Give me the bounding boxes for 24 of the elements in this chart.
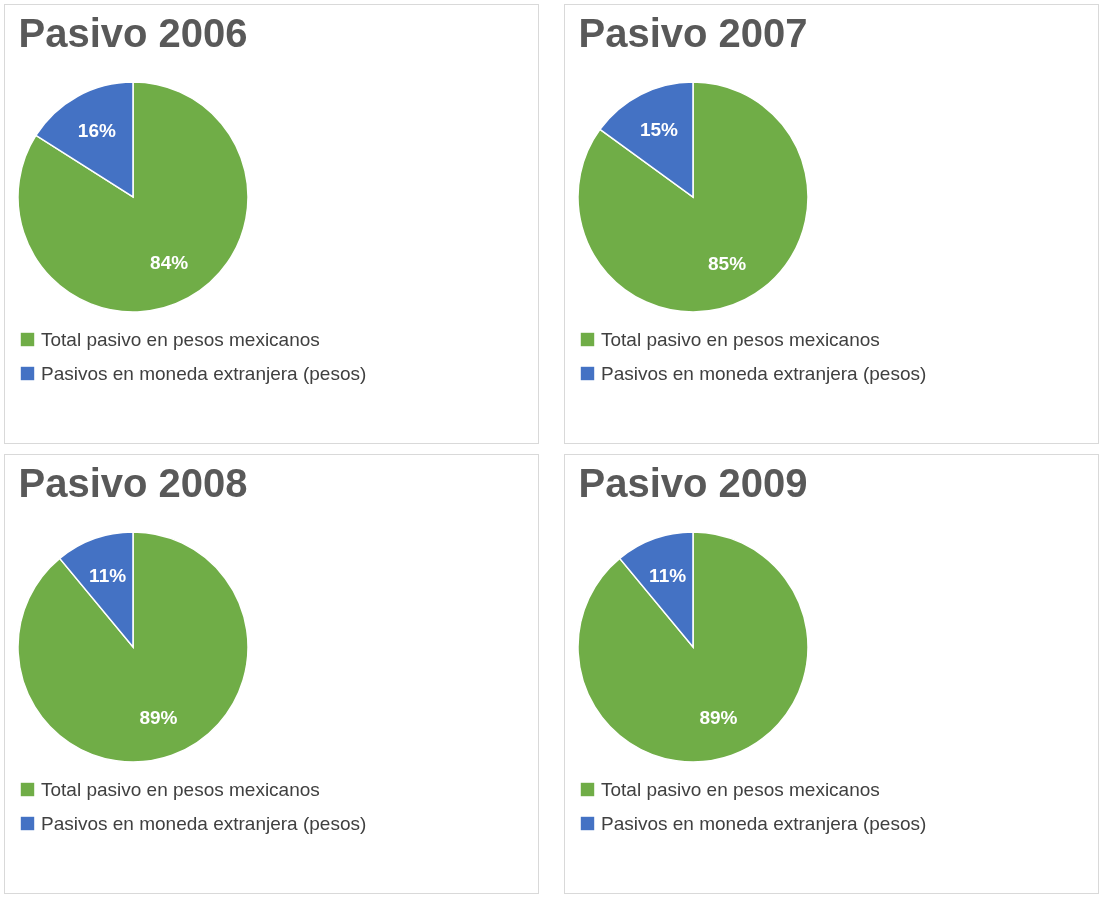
chart-title: Pasivo 2007 (578, 11, 808, 55)
pie-slice (17, 531, 249, 763)
legend-label: Pasivos en moneda extranjera (pesos) (601, 362, 927, 384)
legend-label: Pasivos en moneda extranjera (pesos) (41, 812, 367, 834)
pie-slice (577, 531, 809, 763)
data-label: 84% (150, 251, 189, 273)
legend-label: Pasivos en moneda extranjera (pesos) (41, 362, 367, 384)
legend-label: Pasivos en moneda extranjera (pesos) (601, 812, 927, 834)
data-label: 15% (639, 119, 679, 141)
legend-label: Total pasivo en pesos mexicanos (601, 778, 880, 800)
data-label: 89% (699, 706, 738, 728)
legend-label: Total pasivo en pesos mexicanos (601, 328, 880, 350)
data-label: 85% (708, 252, 747, 274)
legend-label: Total pasivo en pesos mexicanos (41, 328, 320, 350)
chart-title: Pasivo 2009 (578, 461, 808, 505)
data-label: 11% (89, 565, 127, 587)
pie-slice (577, 81, 809, 313)
data-label: 16% (77, 120, 116, 142)
pie-slice (17, 81, 249, 313)
chart-title: Pasivo 2006 (18, 11, 248, 55)
data-label: 89% (139, 706, 178, 728)
legend-label: Total pasivo en pesos mexicanos (41, 778, 320, 800)
data-label: 11% (649, 565, 687, 587)
chart-title: Pasivo 2008 (18, 461, 248, 505)
